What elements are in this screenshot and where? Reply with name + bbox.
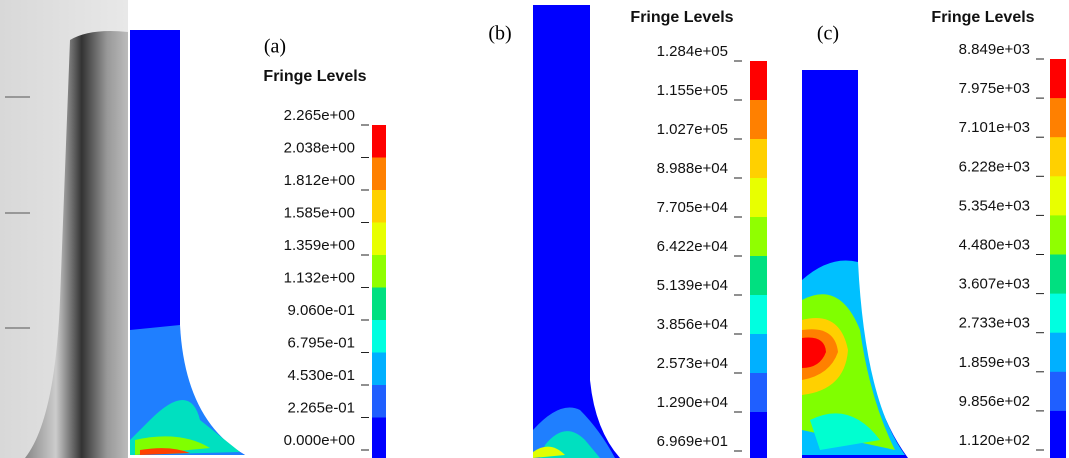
color-band: [750, 295, 767, 335]
fringe-level: 2.265e-01: [287, 399, 355, 416]
fringe-level: 4.480e+03: [959, 236, 1030, 253]
color-band: [750, 217, 767, 257]
fringe-level: 2.038e+00: [284, 139, 355, 156]
color-band: [372, 352, 386, 386]
color-band: [750, 139, 767, 179]
color-band: [750, 373, 767, 413]
fringe-level: 2.573e+04: [657, 355, 728, 372]
fringe-level: 9.060e-01: [287, 302, 355, 319]
fringe-level: 2.265e+00: [284, 107, 355, 124]
color-band: [372, 125, 386, 158]
fringe-level: 6.228e+03: [959, 158, 1030, 175]
fringe-level: 1.859e+03: [959, 354, 1030, 371]
fringe-level: 7.975e+03: [959, 80, 1030, 97]
color-band: [1050, 254, 1066, 295]
color-band: [1050, 137, 1066, 177]
color-band: [1050, 410, 1066, 451]
fringe-level: 1.290e+04: [657, 394, 728, 411]
fringe-level: 7.705e+04: [657, 199, 728, 216]
legend-title: Fringe Levels: [931, 9, 1034, 26]
color-band: [750, 100, 767, 140]
color-band: [372, 385, 386, 418]
color-band: [750, 334, 767, 374]
color-band: [1050, 59, 1066, 99]
fringe-level: 6.795e-01: [287, 334, 355, 351]
legend-title: Fringe Levels: [263, 68, 366, 85]
panel-label: (a): [264, 36, 286, 58]
panel-label: (b): [488, 23, 511, 45]
color-band: [372, 287, 386, 321]
color-band: [750, 451, 767, 458]
color-band: [372, 320, 386, 353]
fem-shape-c: [802, 70, 908, 458]
color-band: [750, 178, 767, 218]
fringe-level: 1.585e+00: [284, 204, 355, 221]
color-band: [750, 412, 767, 452]
color-band: [372, 190, 386, 223]
fringe-level: 0.000e+00: [284, 432, 355, 449]
fringe-level: 5.354e+03: [959, 197, 1030, 214]
color-band: [750, 256, 767, 296]
color-band: [1050, 98, 1066, 138]
fringe-level: 1.284e+05: [657, 43, 728, 60]
color-band: [1050, 332, 1066, 373]
fringe-level: 3.607e+03: [959, 276, 1030, 293]
fringe-level: 9.856e+02: [959, 393, 1030, 410]
fringe-level: 8.849e+03: [959, 41, 1030, 58]
color-band: [372, 450, 386, 458]
color-band: [1050, 176, 1066, 216]
fringe-level: 6.422e+04: [657, 238, 728, 255]
color-band: [1050, 450, 1066, 458]
fringe-level: 6.969e+01: [657, 433, 728, 450]
color-band: [372, 255, 386, 288]
color-band: [1050, 293, 1066, 334]
fringe-level: 1.812e+00: [284, 172, 355, 189]
fringe-level: 7.101e+03: [959, 119, 1030, 136]
fringe-level: 8.988e+04: [657, 160, 728, 177]
fringe-level: 2.733e+03: [959, 315, 1030, 332]
photo: [0, 0, 128, 458]
fringe-level: 1.359e+00: [284, 237, 355, 254]
color-band: [372, 417, 386, 451]
color-band: [1050, 215, 1066, 255]
panel-label: (c): [817, 23, 839, 45]
color-band: [372, 157, 386, 191]
fringe-level: 3.856e+04: [657, 316, 728, 333]
fringe-level: 5.139e+04: [657, 277, 728, 294]
color-band: [372, 222, 386, 256]
fringe-level: 1.132e+00: [284, 269, 355, 286]
fem-shape-b: [533, 5, 620, 458]
fringe-level: 1.120e+02: [959, 432, 1030, 449]
fringe-level: 1.155e+05: [657, 82, 728, 99]
color-band: [1050, 371, 1066, 412]
fringe-level: 4.530e-01: [287, 367, 355, 384]
fem-shape-a: [130, 30, 245, 455]
legend-title: Fringe Levels: [630, 9, 733, 26]
color-band: [750, 61, 767, 101]
fringe-level: 1.027e+05: [657, 121, 728, 138]
